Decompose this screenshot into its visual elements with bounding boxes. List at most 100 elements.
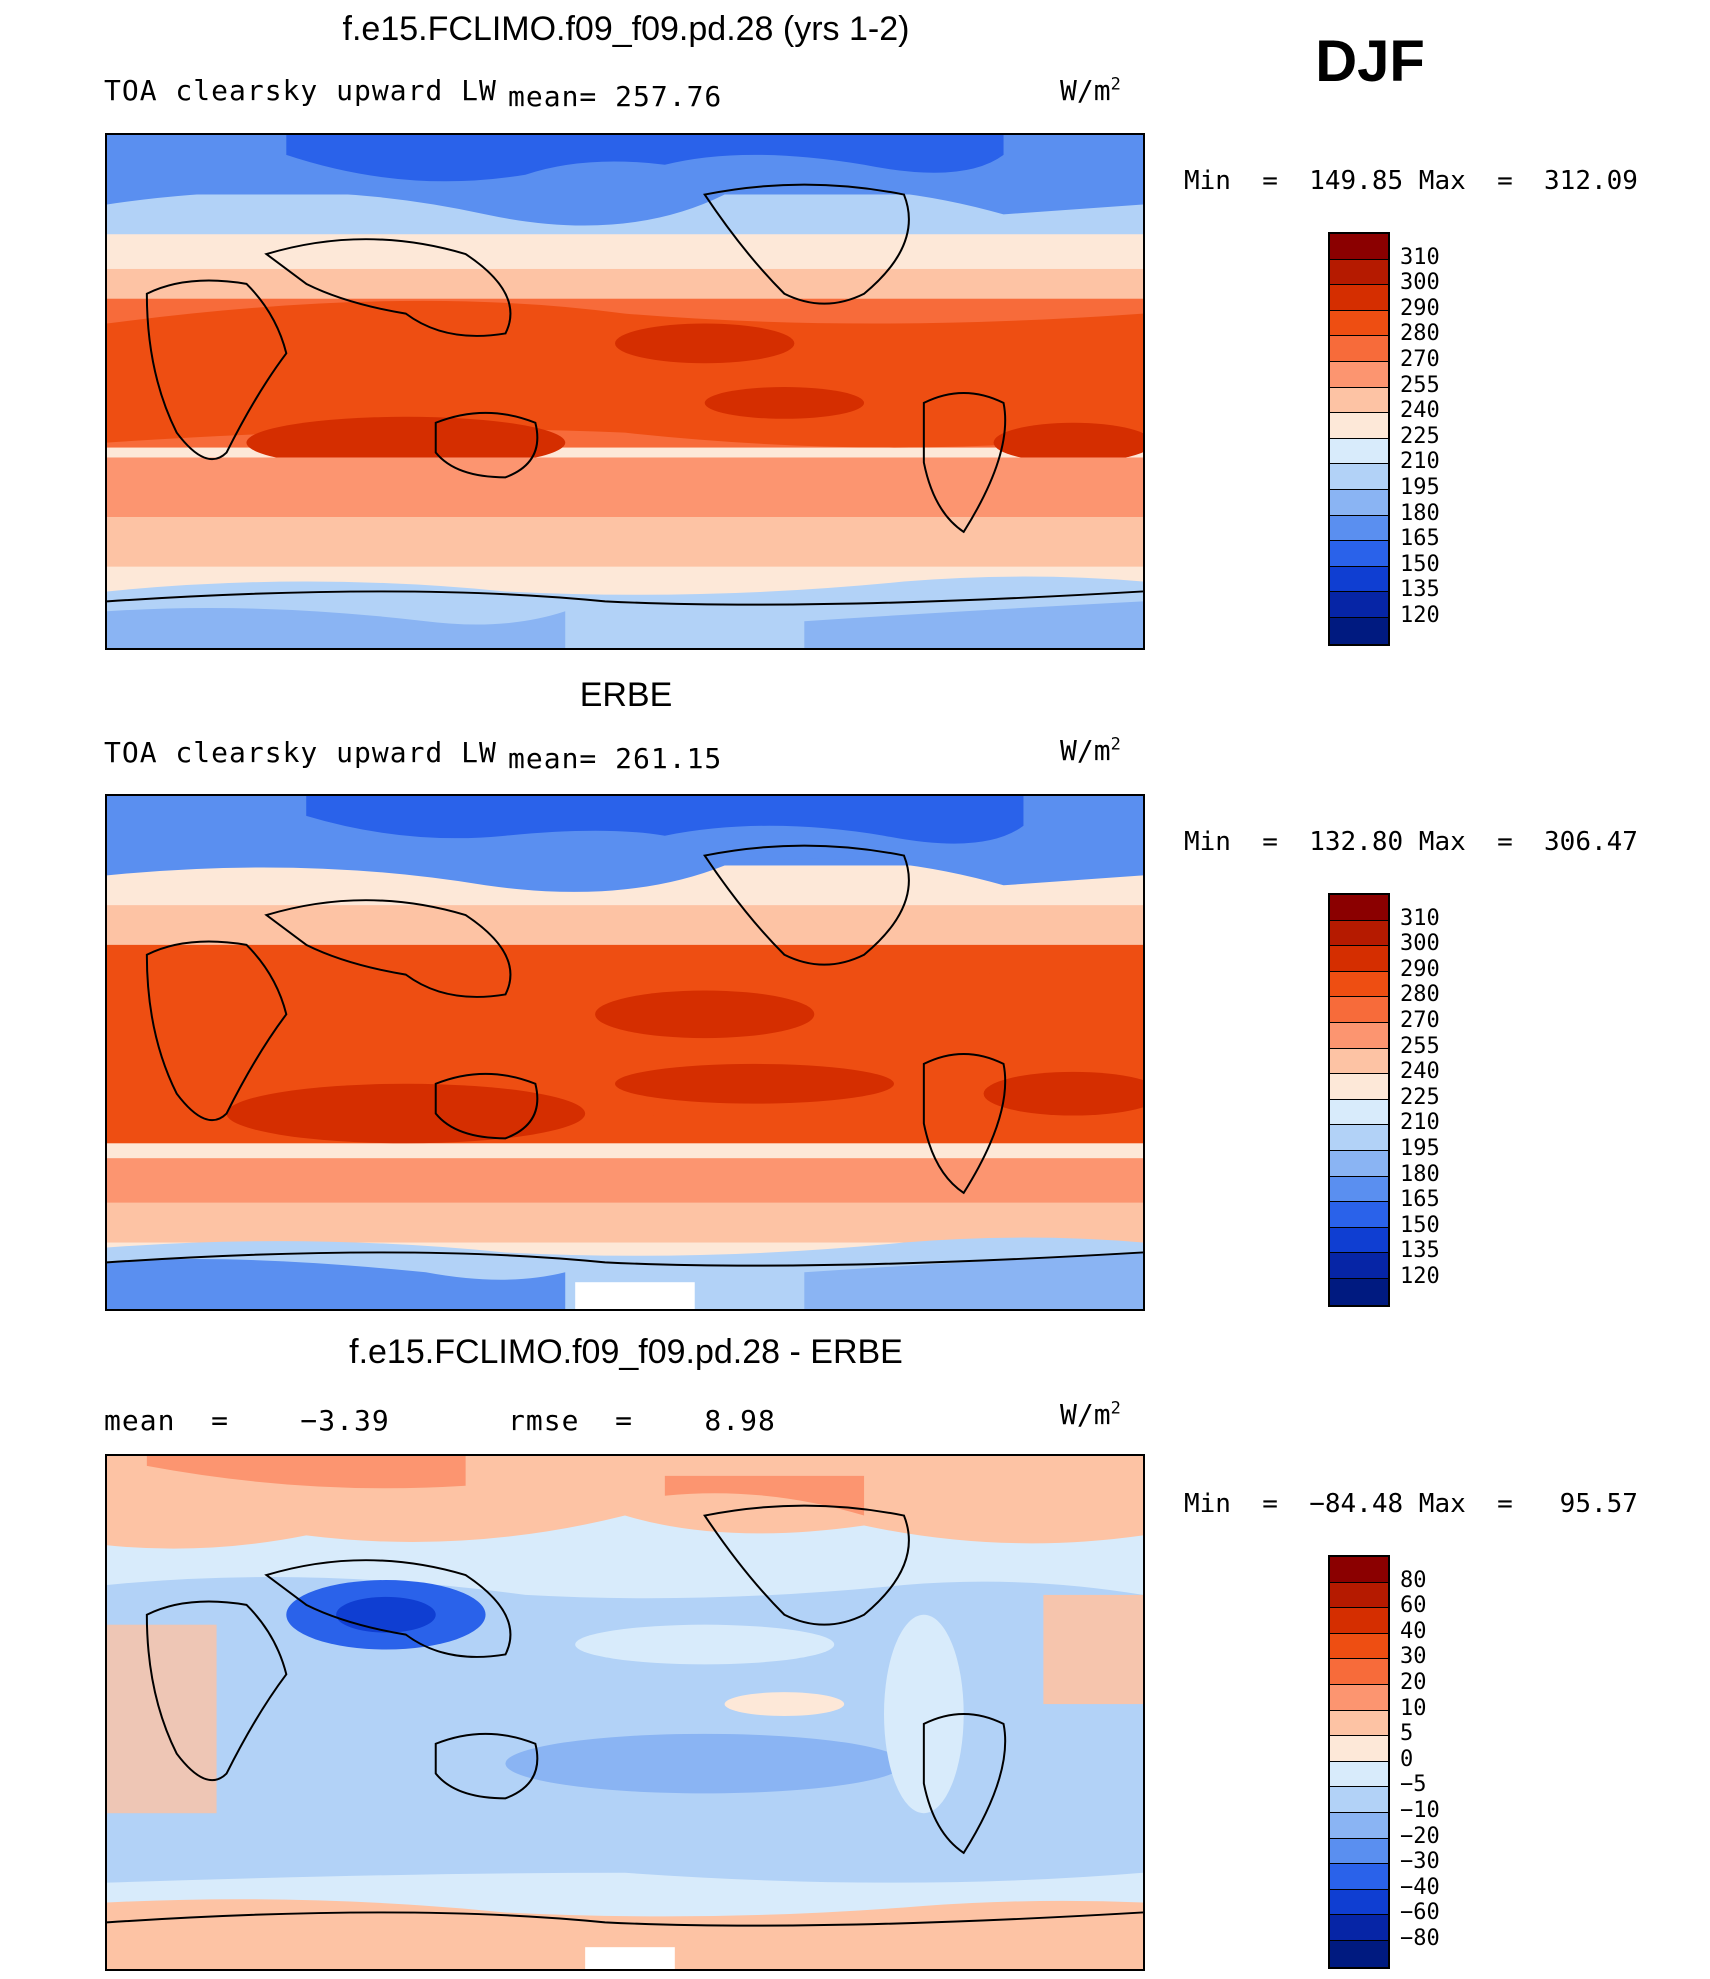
colorbar-segment [1330,971,1388,998]
colorbar-label: 300 [1400,270,1440,296]
colorbar-segment [1330,1608,1388,1634]
panel3-mean: mean = −3.39 [104,1404,390,1437]
colorbar-label: 135 [1400,577,1440,603]
colorbar-label: −10 [1400,1798,1440,1823]
colorbar-segment [1330,1889,1388,1916]
colorbar-segment [1330,920,1388,947]
colorbar-label: 210 [1400,1110,1440,1136]
colorbar-segment [1330,1915,1388,1941]
panel3-colorbar [1328,1555,1390,1969]
colorbar-segment [1330,1787,1388,1813]
colorbar-label: 280 [1400,982,1440,1008]
colorbar-segment [1330,1761,1388,1788]
colorbar-segment [1330,895,1388,921]
colorbar-label: 20 [1400,1670,1427,1695]
colorbar-segment [1330,1202,1388,1228]
panel1-map [105,133,1145,650]
colorbar-label: 310 [1400,905,1440,931]
colorbar-label: 135 [1400,1238,1440,1264]
colorbar-segment [1330,1838,1388,1865]
colorbar-segment [1330,1710,1388,1737]
colorbar-segment [1330,1633,1388,1660]
colorbar-segment [1330,1659,1388,1685]
colorbar-segment [1330,413,1388,439]
colorbar-label: 120 [1400,1264,1440,1289]
colorbar-segment [1330,1582,1388,1609]
colorbar-segment [1330,592,1388,618]
colorbar-label: 225 [1400,423,1440,449]
colorbar-segment [1330,1864,1388,1890]
panel2-map [105,794,1145,1311]
colorbar-segment [1330,617,1388,644]
colorbar-segment [1330,1125,1388,1151]
panel1-variable: TOA clearsky upward LW [104,74,497,107]
colorbar-segment [1330,438,1388,465]
panel3-title: f.e15.FCLIMO.f09_f09.pd.28 - ERBE [349,1333,903,1371]
colorbar-label: 40 [1400,1618,1427,1644]
colorbar-segment [1330,1253,1388,1279]
colorbar-label: 300 [1400,931,1440,957]
colorbar-label: 150 [1400,1212,1440,1238]
colorbar-label: −40 [1400,1874,1440,1900]
panel3-units: W/m2 [1060,1398,1121,1431]
colorbar-segment [1330,1940,1388,1967]
colorbar-label: 310 [1400,244,1440,270]
panel2-colorbar [1328,893,1390,1307]
colorbar-segment [1330,515,1388,542]
panel1-units: W/m2 [1060,74,1121,107]
panel2-mean: mean= 261.15 [508,742,723,775]
panel2-title: ERBE [579,676,673,714]
colorbar-segment [1330,336,1388,362]
colorbar-label: 80 [1400,1567,1427,1593]
colorbar-label: 240 [1400,398,1440,424]
colorbar-label: 280 [1400,321,1440,347]
colorbar-segment [1330,1812,1388,1839]
panel3-minmax: Min = −84.48 Max = 95.57 [1184,1489,1638,1519]
colorbar-segment [1330,1278,1388,1305]
colorbar-segment [1330,361,1388,388]
colorbar-label: 270 [1400,1008,1440,1033]
colorbar-label: −20 [1400,1823,1440,1849]
colorbar-label: 290 [1400,956,1440,982]
colorbar-segment [1330,1150,1388,1177]
colorbar-segment [1330,946,1388,972]
colorbar-label: 30 [1400,1644,1427,1670]
panel1-mean: mean= 257.76 [508,80,723,113]
colorbar-label: 210 [1400,449,1440,475]
colorbar-label: −60 [1400,1900,1440,1926]
colorbar-segment [1330,997,1388,1023]
panel2-minmax: Min = 132.80 Max = 306.47 [1184,827,1638,857]
colorbar-segment [1330,566,1388,593]
colorbar-label: 195 [1400,1136,1440,1161]
colorbar-segment [1330,234,1388,260]
panel2-units: W/m2 [1060,734,1121,767]
colorbar-segment [1330,285,1388,311]
colorbar-segment [1330,1048,1388,1075]
colorbar-label: 0 [1400,1746,1414,1772]
colorbar-segment [1330,310,1388,337]
colorbar-label: 255 [1400,372,1440,398]
panel1-colorbar [1328,232,1390,646]
colorbar-segment [1330,1099,1388,1126]
colorbar-label: 120 [1400,603,1440,628]
panel1-minmax: Min = 149.85 Max = 312.09 [1184,166,1638,196]
colorbar-label: −5 [1400,1772,1427,1798]
colorbar-segment [1330,1684,1388,1711]
panel3-map [105,1454,1145,1971]
colorbar-segment [1330,489,1388,516]
season-label: DJF [1315,29,1425,94]
colorbar-label: 180 [1400,500,1440,526]
colorbar-label: 60 [1400,1593,1427,1619]
colorbar-label: 165 [1400,1187,1440,1213]
colorbar-segment [1330,1074,1388,1100]
colorbar-segment [1330,1557,1388,1583]
colorbar-label: 5 [1400,1721,1414,1747]
colorbar-segment [1330,387,1388,414]
colorbar-label: 180 [1400,1161,1440,1187]
colorbar-label: 270 [1400,347,1440,372]
panel3-rmse: rmse = 8.98 [508,1404,776,1437]
colorbar-label: −80 [1400,1926,1440,1951]
colorbar-segment [1330,1022,1388,1049]
colorbar-label: 150 [1400,551,1440,577]
colorbar-label: 225 [1400,1084,1440,1110]
